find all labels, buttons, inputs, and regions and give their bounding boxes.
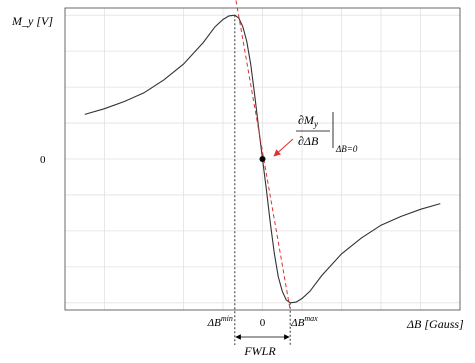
derivative-numerator: ∂My: [298, 113, 318, 129]
derivative-denominator: ∂ΔB: [298, 134, 319, 148]
x-tick-labels: ΔBmin 0 ΔBmax: [207, 314, 318, 329]
x-tick-label: ΔBmax: [290, 314, 318, 329]
series-group: [84, 0, 441, 311]
evaluation-point: ΔB=0: [335, 144, 358, 154]
zero-crossing-point: [259, 156, 266, 162]
plot-frame: [64, 7, 461, 311]
annotation-arrow: [273, 138, 294, 157]
x-tick-label: 0: [260, 317, 266, 329]
guide-lines: [234, 15, 291, 345]
derivative-annotation: ∂My ∂ΔB ΔB=0: [273, 112, 358, 157]
fwlr-span: FWLR: [235, 334, 290, 358]
tangent-line: [235, 0, 291, 311]
y-tick-labels: 0: [40, 154, 46, 166]
y-axis-label: M_y [V]: [11, 14, 53, 28]
y-tick-label: 0: [40, 154, 46, 166]
x-axis-label: ΔB [Gauss]: [406, 317, 464, 331]
fwlr-label: FWLR: [243, 344, 276, 358]
x-tick-label: ΔBmin: [207, 314, 233, 329]
